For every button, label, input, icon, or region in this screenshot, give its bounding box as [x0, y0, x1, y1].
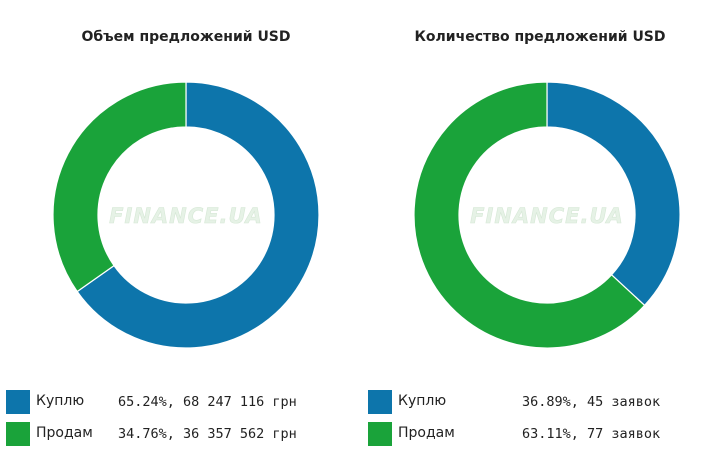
legend-label-buy: Куплю	[398, 393, 447, 409]
donut-slice-buy	[76, 81, 320, 349]
legend-swatch-buy	[368, 390, 392, 414]
count-donut-chart: FINANCE.UA	[413, 81, 681, 349]
watermark-logo: FINANCE.UA	[470, 204, 624, 228]
chart-title: Объем предложений USD	[81, 29, 291, 45]
legend-swatch-buy	[6, 390, 30, 414]
legend-swatch-sell	[368, 422, 392, 446]
legend-value-buy: 65.24%, 68 247 116 грн	[118, 394, 297, 410]
legend-value-sell: 63.11%, 77 заявок	[522, 426, 661, 442]
chart-title: Количество предложений USD	[414, 29, 666, 45]
donut-slice-buy	[546, 81, 681, 307]
watermark-logo: FINANCE.UA	[109, 204, 263, 228]
legend-item-sell	[6, 421, 30, 447]
volume-chart-panel: Объем предложений USD FINANCE.UA Куплю 6…	[6, 29, 320, 447]
legend-item-sell	[368, 421, 392, 447]
donut-slice-sell	[52, 81, 187, 293]
legend-label-sell: Продам	[398, 425, 455, 441]
legend-label-sell: Продам	[36, 425, 93, 441]
legend-value-buy: 36.89%, 45 заявок	[522, 394, 661, 410]
legend-item-buy	[368, 389, 392, 415]
volume-donut-chart: FINANCE.UA	[52, 81, 320, 349]
legend-label-buy: Куплю	[36, 393, 85, 409]
legend-swatch-sell	[6, 422, 30, 446]
legend-item-buy	[6, 389, 30, 415]
donut-slice-sell	[413, 81, 646, 349]
legend-value-sell: 34.76%, 36 357 562 грн	[118, 426, 297, 442]
count-chart-panel: Количество предложений USD FINANCE.UA Ку…	[360, 0, 720, 468]
